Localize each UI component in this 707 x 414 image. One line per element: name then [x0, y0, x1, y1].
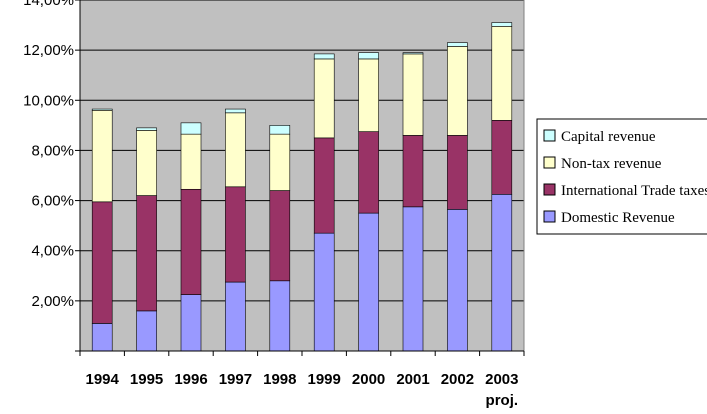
bar-stack — [402, 52, 424, 352]
bar-segment — [136, 195, 157, 312]
bar-stack — [358, 52, 379, 352]
legend-label: Non-tax revenue — [561, 156, 662, 172]
bar-segment — [269, 133, 291, 191]
legend-swatch — [543, 210, 556, 223]
bar-segment — [313, 137, 335, 234]
legend-box — [536, 118, 707, 235]
bar-segment — [136, 127, 157, 131]
bar-segment — [313, 232, 335, 352]
bar-segment — [180, 294, 202, 352]
bar-segment — [447, 46, 468, 136]
bar-stack — [180, 122, 202, 352]
bar-segment — [358, 52, 379, 60]
legend-swatch — [543, 156, 556, 169]
x-category-label: 1998 — [263, 371, 296, 388]
legend-swatch — [543, 129, 556, 142]
bar-stack — [269, 125, 291, 352]
bar-segment — [91, 108, 113, 111]
bars-group — [91, 22, 513, 352]
bar-segment — [136, 310, 157, 352]
bar-segment — [447, 209, 468, 352]
bar-segment — [91, 201, 113, 324]
bar-segment — [491, 120, 513, 195]
bar-stack — [91, 108, 113, 352]
legend-label: International Trade taxes — [561, 183, 707, 199]
bar-segment — [269, 125, 291, 135]
x-category-label: 2000 — [352, 371, 385, 388]
bar-segment — [447, 135, 468, 210]
bar-stack — [225, 108, 246, 352]
bar-segment — [491, 194, 513, 352]
bar-segment — [269, 190, 291, 282]
legend-label: Domestic Revenue — [561, 210, 675, 226]
x-category-label: 1997 — [219, 371, 252, 388]
x-category-label: 2003 proj. — [485, 371, 518, 409]
bar-segment — [91, 110, 113, 203]
bar-segment — [180, 122, 202, 135]
bar-segment — [225, 186, 246, 283]
x-category-label: 2001 — [396, 371, 429, 388]
bar-segment — [491, 26, 513, 121]
bar-segment — [402, 52, 424, 55]
bar-segment — [225, 281, 246, 352]
x-category-label: 1995 — [130, 371, 163, 388]
legend-swatch — [543, 183, 556, 196]
bar-segment — [313, 53, 335, 60]
bar-segment — [358, 58, 379, 132]
bar-segment — [313, 58, 335, 139]
bar-segment — [358, 212, 379, 352]
bar-segment — [447, 42, 468, 47]
bar-segment — [225, 112, 246, 188]
bar-segment — [136, 130, 157, 196]
legend: Capital revenue Non-tax revenue Internatio… — [536, 118, 707, 235]
bar-segment — [180, 133, 202, 190]
bar-stack — [313, 53, 335, 352]
bar-segment — [491, 22, 513, 27]
legend-label: Capital revenue — [561, 129, 656, 145]
bar-stack — [447, 42, 468, 352]
y-tick-label: 12,00% — [23, 42, 74, 59]
bar-stack — [491, 22, 513, 352]
y-tick-label: 10,00% — [23, 92, 74, 109]
y-tick-label: 4,00% — [31, 243, 74, 260]
bar-segment — [402, 206, 424, 352]
bar-segment — [225, 108, 246, 114]
x-category-label: 2002 — [441, 371, 474, 388]
x-category-label: 1999 — [308, 371, 341, 388]
bar-segment — [402, 53, 424, 136]
x-category-label: 1994 — [86, 371, 120, 388]
bar-segment — [180, 188, 202, 295]
y-tick-label: 2,00% — [31, 293, 74, 310]
bar-segment — [91, 323, 113, 352]
axes-group: 2,00% 4,00% 6,00% 8,00% 10,00% 12,00% 14,00% 19… — [23, 0, 525, 409]
y-tick-label: 8,00% — [31, 142, 74, 159]
y-tick-label: 6,00% — [31, 193, 74, 210]
x-category-label: 1996 — [174, 371, 207, 388]
y-tick-label: 14,00% — [23, 0, 74, 9]
bar-segment — [358, 131, 379, 214]
bar-stack — [136, 127, 157, 352]
bar-segment — [402, 135, 424, 208]
bar-segment — [269, 280, 291, 352]
